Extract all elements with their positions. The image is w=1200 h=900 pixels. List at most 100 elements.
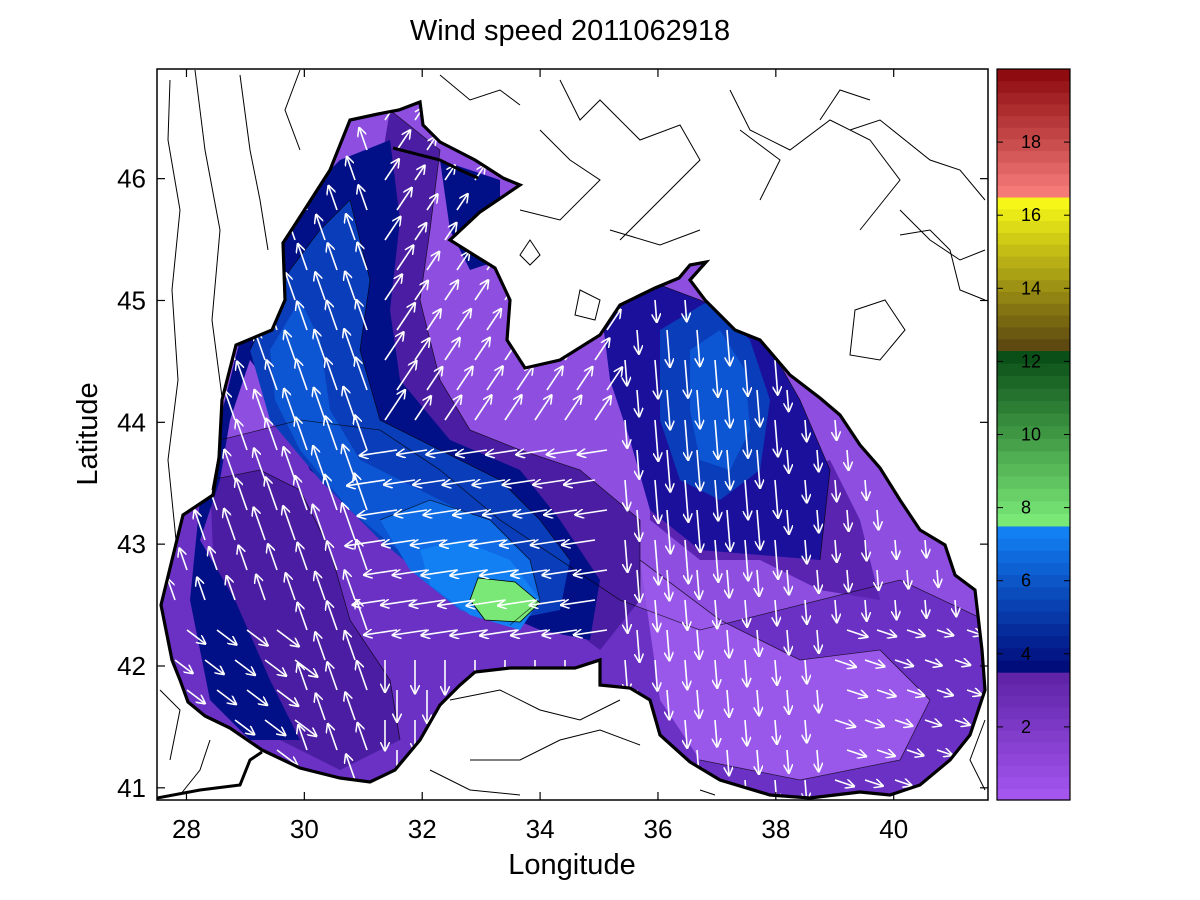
wind-vector xyxy=(197,578,206,601)
wind-vector xyxy=(865,599,867,620)
colorbar-band xyxy=(997,500,1070,514)
wind-vector xyxy=(517,450,548,454)
wind-vector xyxy=(834,659,855,667)
wind-vector xyxy=(594,339,609,361)
wind-vector xyxy=(396,131,410,151)
wind-vector xyxy=(264,719,285,735)
wind-vector xyxy=(697,329,700,365)
wind-vector xyxy=(757,629,759,655)
wind-vector xyxy=(414,166,424,181)
wind-vector xyxy=(775,659,777,684)
wind-vector xyxy=(532,540,566,545)
colorbar-band xyxy=(997,574,1070,588)
wind-vector xyxy=(697,629,699,658)
wind-vector xyxy=(757,689,759,715)
wind-vector xyxy=(637,389,639,416)
wind-vector xyxy=(234,719,254,734)
colorbar-band xyxy=(997,463,1070,477)
colorbar-band xyxy=(997,279,1070,292)
wind-vector xyxy=(655,599,657,630)
wind-vector xyxy=(563,540,596,545)
colorbar-tick-label: 10 xyxy=(1021,425,1041,445)
y-tick-label: 43 xyxy=(117,529,146,559)
wind-vector xyxy=(534,480,566,485)
wind-vector xyxy=(697,509,700,551)
crimea-coast-detail xyxy=(392,146,479,180)
wind-vector xyxy=(444,339,459,361)
wind-vector xyxy=(715,419,718,458)
wind-vector xyxy=(426,252,439,271)
x-tick-label: 38 xyxy=(761,814,790,844)
colorbar-band xyxy=(997,513,1070,527)
colorbar-band xyxy=(997,538,1070,551)
wind-vector xyxy=(358,509,398,516)
wind-vector xyxy=(936,690,952,695)
wind-vector xyxy=(745,719,747,745)
wind-vector xyxy=(474,396,491,421)
x-tick-label: 36 xyxy=(643,814,672,844)
wind-vector xyxy=(835,599,837,621)
colorbar-band xyxy=(997,80,1070,93)
colorbar-band xyxy=(997,244,1070,257)
strait-coast-detail xyxy=(157,750,263,800)
wind-vector xyxy=(504,396,521,421)
wind-vector xyxy=(329,187,338,211)
colorbar-band xyxy=(997,788,1070,801)
wind-vector xyxy=(457,450,488,455)
wind-vector xyxy=(357,541,368,571)
wind-vector xyxy=(298,604,308,631)
wind-vector xyxy=(414,281,427,301)
wind-vector xyxy=(894,720,912,726)
wind-vector xyxy=(456,195,467,211)
colorbar-ticks: 2 4 6 8 10 12 14 16 18 xyxy=(997,132,1070,737)
wind-vector xyxy=(237,362,248,391)
wind-vector xyxy=(384,333,403,361)
colorbar-band xyxy=(997,695,1070,708)
wind-vector xyxy=(655,359,658,398)
wind-vector xyxy=(456,252,469,271)
colorbar-band xyxy=(997,765,1070,778)
wind-vector xyxy=(357,601,368,631)
wind-vector xyxy=(426,310,440,331)
wind-vector xyxy=(864,780,882,786)
wind-vector xyxy=(817,629,819,652)
wind-vector xyxy=(344,330,356,361)
wind-vector xyxy=(924,720,940,725)
wind-vector xyxy=(625,659,627,691)
wind-vector xyxy=(594,397,610,421)
wind-vector xyxy=(328,244,338,271)
wind-vector xyxy=(637,569,639,601)
colorbar-band xyxy=(997,550,1070,564)
colorbar-band xyxy=(997,127,1070,140)
wind-vector xyxy=(865,479,867,499)
wind-vector xyxy=(209,548,218,571)
wind-vector xyxy=(358,243,368,271)
wind-vector xyxy=(865,539,867,560)
wind-vector xyxy=(715,599,717,627)
wind-vector xyxy=(685,479,688,521)
wind-vector xyxy=(255,391,266,421)
wind-vector xyxy=(637,329,639,353)
wind-vector xyxy=(805,419,807,440)
wind-vector xyxy=(745,479,748,518)
wind-vector xyxy=(358,724,368,751)
y-tick-label: 45 xyxy=(117,285,146,315)
wind-vector xyxy=(655,659,657,690)
chart-title: Wind speed 2011062918 xyxy=(410,15,730,47)
wind-vector xyxy=(276,689,298,705)
x-tick-label: 40 xyxy=(879,814,908,844)
wind-vector xyxy=(787,509,789,533)
colorbar-band xyxy=(997,138,1070,152)
y-tick-label: 41 xyxy=(117,773,146,803)
wind-vector xyxy=(877,569,879,589)
colorbar-band xyxy=(997,185,1070,198)
wind-vector xyxy=(346,693,356,721)
colorbar-band xyxy=(997,388,1070,402)
wind-vector xyxy=(966,690,981,695)
wind-vector xyxy=(727,689,729,716)
wind-vector xyxy=(775,359,778,394)
wind-vector xyxy=(685,419,688,459)
colorbar-band xyxy=(997,683,1070,696)
wind-vector xyxy=(348,479,386,486)
wind-vector xyxy=(546,367,562,391)
